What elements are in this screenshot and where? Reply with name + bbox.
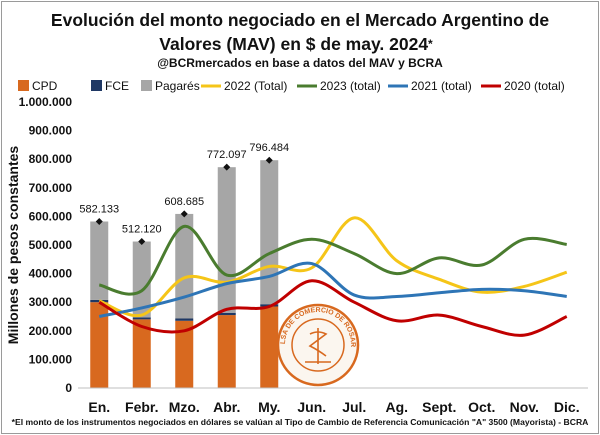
chart-title-line2: Valores (MAV) en $ de may. 2024* (159, 34, 433, 54)
legend-label-2020: 2020 (total) (504, 79, 565, 93)
y-tick-label: 0 (65, 381, 72, 395)
legend-item-2020: 2020 (total) (481, 79, 565, 93)
footnote: *El monto de los instrumentos negociados… (12, 417, 589, 427)
total-label: 796.484 (249, 142, 289, 154)
seal-emblem (305, 328, 331, 364)
y-axis-ticks: 0 100.000 200.000 300.000 400.000 500.000 600.… (19, 95, 73, 395)
y-tick-label: 400.000 (29, 267, 73, 281)
total-marker (95, 218, 103, 226)
bar-pagares (90, 221, 109, 300)
x-category-label: Jul. (342, 399, 366, 415)
y-tick-label: 200.000 (29, 324, 73, 338)
y-tick-label: 100.000 (29, 352, 73, 366)
legend-item-cpd: CPD (18, 79, 58, 93)
x-axis-categories: En. Febr. Mzo. Abr. My. Jun. Jul. Ag. Sept. Oct. N… (88, 399, 579, 415)
bar-pagares (217, 167, 236, 313)
total-marker (223, 163, 231, 171)
x-category-label: Sept. (422, 399, 456, 415)
total-label: 772.097 (207, 149, 247, 161)
x-category-label: Nov. (510, 399, 539, 415)
y-tick-label: 300.000 (29, 295, 73, 309)
chart-title-line1: Evolución del monto negociado en el Merc… (51, 10, 549, 30)
x-category-label: En. (88, 399, 110, 415)
legend-item-2023: 2023 (total) (297, 79, 381, 93)
bar-cpd (132, 319, 151, 388)
legend-swatch-fce (91, 80, 102, 91)
bar-fce (217, 312, 236, 316)
seal-inner-ring (291, 318, 345, 372)
x-category-label: My. (258, 399, 280, 415)
line-2021 (98, 261, 567, 318)
bar-cpd (175, 320, 194, 388)
x-category-label: Dic. (554, 399, 580, 415)
line-2023 (98, 224, 568, 296)
legend-item-2022: 2022 (Total) (201, 79, 287, 93)
bar-pagares (260, 160, 279, 305)
legend-label-fce: FCE (105, 79, 129, 93)
bar-cpd (90, 302, 109, 388)
legend-label-2023: 2023 (total) (320, 79, 381, 93)
total-marker (180, 210, 188, 218)
x-category-label: Mzo. (169, 399, 200, 415)
y-tick-label: 500.000 (29, 238, 73, 252)
bar-cpd (217, 315, 236, 388)
x-category-label: Ag. (385, 399, 408, 415)
legend-item-pagares: Pagarés (141, 79, 200, 93)
line-series (98, 216, 568, 337)
chart-title-asterisk: * (428, 37, 433, 51)
y-tick-label: 700.000 (29, 181, 73, 195)
legend-swatch-cpd (18, 80, 29, 91)
chart-title-line2-text: Valores (MAV) en $ de may. 2024 (159, 34, 428, 54)
x-category-label: Oct. (468, 399, 495, 415)
x-category-label: Jun. (297, 399, 326, 415)
bar-cpd (260, 306, 279, 388)
legend-label-2022: 2022 (Total) (224, 79, 287, 93)
y-axis-label: Millones de pesos constantes (5, 146, 21, 345)
legend-label-pagares: Pagarés (155, 79, 200, 93)
y-tick-label: 900.000 (29, 124, 73, 138)
legend-item-fce: FCE (91, 79, 129, 93)
legend-item-2021: 2021 (total) (388, 79, 472, 93)
chart-subtitle: @BCRmercados en base a datos del MAV y B… (157, 56, 443, 70)
total-label: 582.133 (79, 204, 119, 216)
total-label: 512.120 (122, 224, 162, 236)
legend-swatch-pagares (141, 80, 152, 91)
x-category-label: Febr. (125, 399, 158, 415)
bar-pagares (132, 241, 151, 318)
legend-label-cpd: CPD (32, 79, 58, 93)
y-tick-label: 1.000.000 (19, 95, 73, 109)
chart-legend: CPD FCE Pagarés 2022 (Total) 2023 (total… (18, 79, 565, 93)
y-tick-label: 600.000 (29, 209, 73, 223)
bar-fce (132, 317, 151, 320)
bar-pagares (175, 213, 194, 319)
bar-fce (175, 318, 194, 321)
line-2022 (98, 216, 568, 318)
x-category-label: Abr. (213, 399, 240, 415)
total-marker (138, 238, 146, 246)
line-2020 (98, 279, 568, 337)
legend-label-2021: 2021 (total) (411, 79, 472, 93)
total-label: 608.685 (164, 196, 204, 208)
total-marker (265, 156, 273, 164)
y-tick-label: 800.000 (29, 152, 73, 166)
